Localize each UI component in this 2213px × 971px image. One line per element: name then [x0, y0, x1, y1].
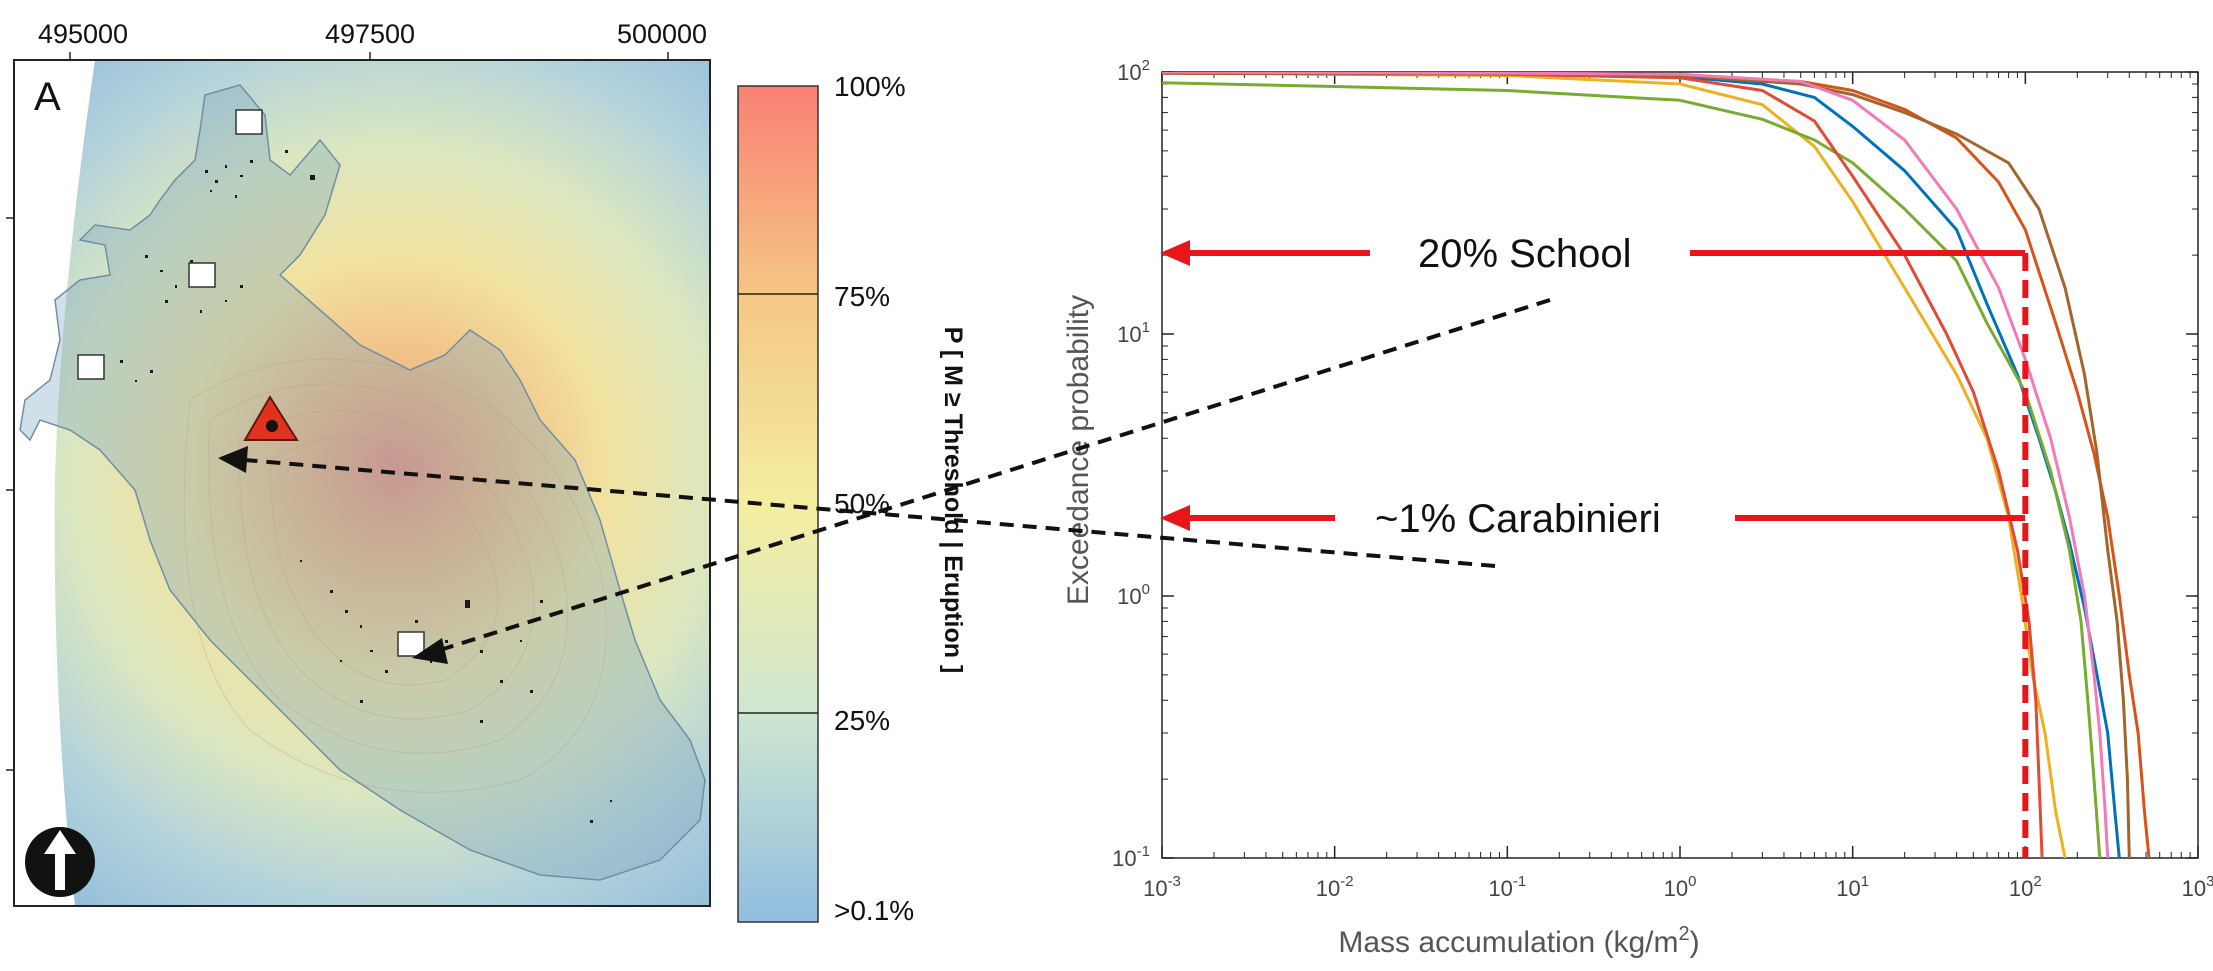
colorbar-tick-25: 25%: [834, 705, 890, 736]
colorbar: 100% 75% 50% 25% >0.1% P [ M ≥ Threshold…: [737, 71, 967, 926]
series-line-4: [1162, 72, 2044, 858]
map-x-tick-2: 500000: [617, 19, 707, 49]
building-marker-icon: [397, 631, 425, 657]
y-tick-label: 101: [1117, 319, 1150, 347]
map-panel: A 495000 497500 500000: [6, 19, 711, 907]
leader-carabinieri-to-map: [244, 458, 1496, 568]
map-x-tick-1: 497500: [325, 19, 415, 49]
colorbar-title: P [ M ≥ Threshold | Eruption ]: [939, 327, 967, 674]
colorbar-tick-min: >0.1%: [834, 895, 914, 926]
leader-school-arrowhead: [412, 638, 448, 664]
map-x-tick-0: 495000: [38, 19, 128, 49]
x-tick-label: 10-1: [1488, 873, 1526, 901]
x-tick-label: 103: [2182, 873, 2213, 901]
school-arrowhead: [1160, 240, 1190, 266]
x-axis-label: Mass accumulation (kg/m2): [1338, 923, 1699, 959]
series-group: [1162, 72, 2151, 858]
x-tick-label: 101: [1836, 873, 1869, 901]
x-tick-label: 10-3: [1143, 873, 1181, 901]
plot-frame: [1161, 71, 2199, 859]
school-label: 20% School: [1418, 232, 1631, 276]
map-frame: [13, 59, 711, 907]
y-tick-label: 100: [1117, 581, 1150, 609]
x-tick-label: 102: [2009, 873, 2042, 901]
y-tick-label: 102: [1117, 57, 1150, 85]
leader-school-to-map: [439, 298, 1551, 652]
vent-triangle-icon: [243, 395, 299, 441]
carabinieri-arrowhead: [1160, 505, 1190, 531]
series-line-3: [1162, 81, 2102, 858]
chart-area: 10-3 10-2 10-1 100 101 102 103 10-1 100 101 102 Ma…: [1062, 57, 2213, 959]
building-marker-icon: [188, 262, 216, 288]
series-line-6: [1162, 72, 2110, 858]
y-tick-label: 10-1: [1112, 843, 1150, 871]
colorbar-tick-50: 50%: [834, 488, 890, 519]
colorbar-tick-75: 75%: [834, 281, 890, 312]
annotations: 20% School ~1% Carabinieri: [218, 232, 2025, 664]
x-tick-label: 100: [1664, 873, 1697, 901]
series-line-2: [1162, 72, 2067, 858]
building-marker-icon: [77, 354, 105, 380]
building-marker-icon: [235, 109, 263, 135]
leader-carabinieri-arrowhead: [218, 446, 248, 473]
colorbar-tick-100: 100%: [834, 71, 906, 102]
series-line-0: [1162, 72, 2121, 858]
axis-ticks: 10-3 10-2 10-1 100 101 102 103 10-1 100 101 102: [1112, 57, 2213, 901]
panel-letter: A: [34, 75, 61, 119]
carabinieri-label: ~1% Carabinieri: [1375, 497, 1661, 541]
north-arrow-icon: [25, 827, 95, 897]
series-line-5: [1162, 72, 2131, 858]
x-tick-label: 10-2: [1316, 873, 1354, 901]
